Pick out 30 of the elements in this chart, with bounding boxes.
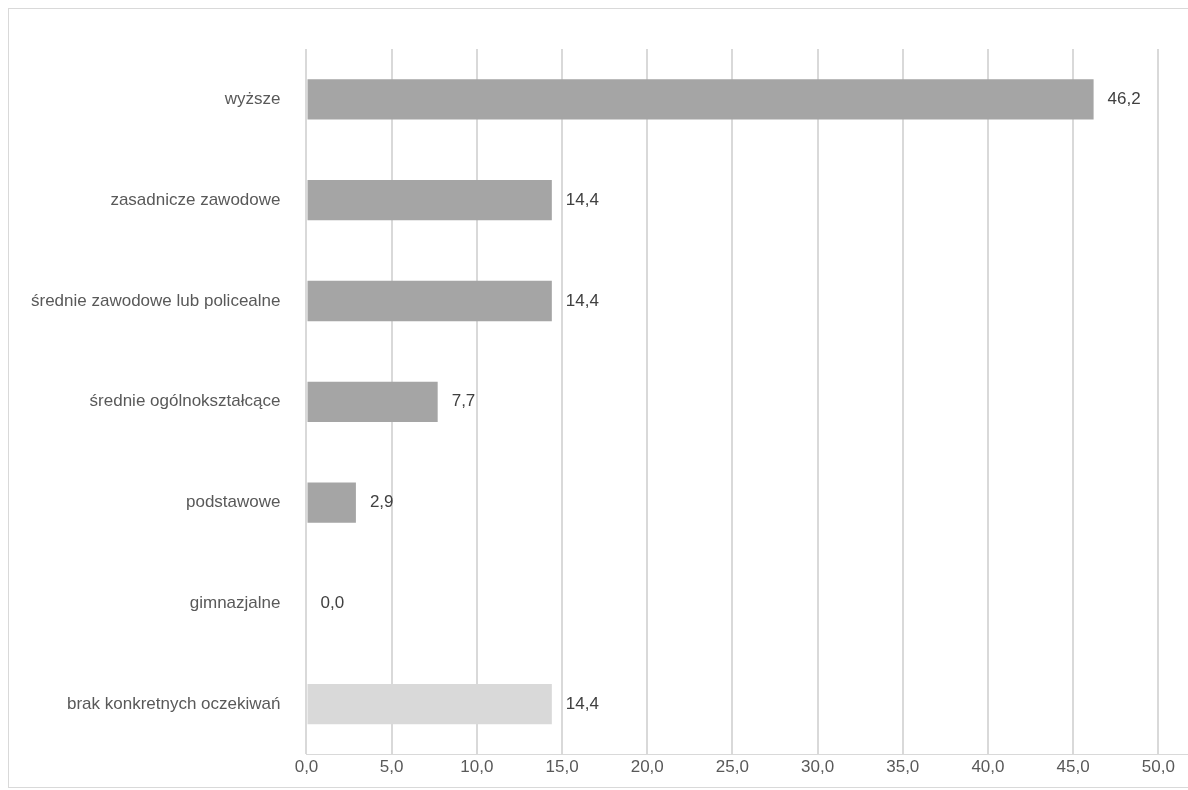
data-label: 7,7 bbox=[451, 391, 476, 411]
x-tick-label: 0,0 bbox=[294, 757, 319, 777]
data-label: 14,4 bbox=[565, 189, 599, 209]
y-tick-label: wyższe bbox=[223, 89, 281, 109]
data-label: 14,4 bbox=[565, 290, 599, 310]
x-tick-label: 45,0 bbox=[1056, 757, 1090, 777]
y-tick-label: gimnazjalne bbox=[189, 593, 281, 613]
y-tick-label: zasadnicze zawodowe bbox=[110, 189, 281, 209]
y-tick-label: brak konkretnych oczekiwań bbox=[66, 693, 281, 713]
bar bbox=[307, 180, 552, 221]
x-tick-label: 20,0 bbox=[630, 757, 664, 777]
x-tick-label: 40,0 bbox=[971, 757, 1005, 777]
x-tick-label: 35,0 bbox=[886, 757, 920, 777]
x-tick-label: 50,0 bbox=[1141, 757, 1175, 777]
x-tick-label: 30,0 bbox=[801, 757, 835, 777]
bar bbox=[307, 79, 1094, 120]
bar bbox=[307, 381, 438, 422]
data-label: 0,0 bbox=[320, 593, 345, 613]
y-tick-label: średnie zawodowe lub policealne bbox=[31, 290, 281, 310]
bar bbox=[307, 280, 552, 322]
y-tick-label: średnie ogólnokształcące bbox=[89, 391, 281, 411]
bar bbox=[307, 482, 356, 523]
y-tick-label: podstawowe bbox=[185, 492, 281, 512]
data-label: 14,4 bbox=[565, 693, 599, 713]
data-label: 46,2 bbox=[1107, 89, 1141, 109]
data-label: 2,9 bbox=[369, 492, 394, 512]
x-tick-label: 15,0 bbox=[545, 757, 579, 777]
x-tick-label: 25,0 bbox=[715, 757, 749, 777]
x-tick-label: 10,0 bbox=[460, 757, 494, 777]
x-tick-label: 5,0 bbox=[379, 757, 404, 777]
